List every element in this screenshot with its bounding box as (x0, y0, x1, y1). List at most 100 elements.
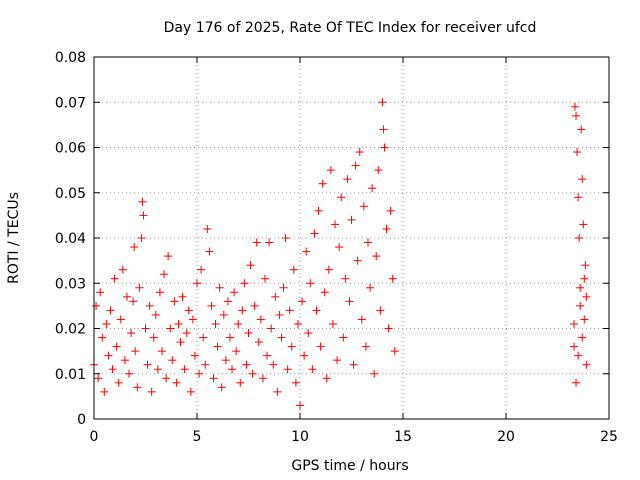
data-point (376, 306, 385, 315)
data-point (333, 356, 342, 365)
data-points (90, 98, 591, 410)
data-point (572, 111, 581, 120)
data-point (260, 274, 269, 283)
data-point (182, 329, 191, 338)
data-point (110, 274, 119, 283)
data-point (145, 301, 154, 310)
x-tick-label: 0 (90, 429, 99, 445)
data-point (331, 220, 340, 229)
data-point (230, 288, 239, 297)
data-point (318, 179, 327, 188)
data-point (341, 274, 350, 283)
data-point (379, 125, 388, 134)
data-point (574, 351, 583, 360)
data-point (572, 378, 581, 387)
x-tick-label: 25 (600, 429, 618, 445)
data-point (355, 148, 364, 157)
data-point (153, 365, 162, 374)
data-point (211, 319, 220, 328)
data-point (576, 283, 585, 292)
data-point (162, 374, 171, 383)
y-axis-label: ROTI / TECUs (6, 192, 22, 284)
y-tick-label: 0 (77, 412, 86, 428)
data-point (256, 315, 265, 324)
data-point (160, 270, 169, 279)
data-point (351, 161, 360, 170)
y-tick-label: 0.01 (55, 367, 86, 383)
data-point (116, 315, 125, 324)
data-point (232, 347, 241, 356)
data-point (215, 283, 224, 292)
data-point (112, 342, 121, 351)
data-point (197, 265, 206, 274)
data-point (337, 193, 346, 202)
data-point (271, 292, 280, 301)
x-axis-label: GPS time / hours (291, 458, 408, 474)
data-point (363, 238, 372, 247)
y-tick-label: 0.08 (55, 50, 86, 66)
data-point (322, 374, 331, 383)
data-point (289, 265, 298, 274)
data-point (582, 292, 591, 301)
data-point (246, 261, 255, 270)
data-point (102, 319, 111, 328)
data-point (302, 247, 311, 256)
data-point (254, 338, 263, 347)
data-point (129, 297, 138, 306)
data-point (576, 301, 585, 310)
data-point (316, 342, 325, 351)
data-point (382, 224, 391, 233)
data-point (287, 342, 296, 351)
data-point (205, 247, 214, 256)
y-tick-label: 0.04 (55, 231, 86, 247)
data-point (100, 387, 109, 396)
data-point (164, 252, 173, 261)
data-point (308, 365, 317, 374)
data-point (135, 283, 144, 292)
data-point (374, 166, 383, 175)
data-point (345, 297, 354, 306)
data-point (580, 274, 589, 283)
data-point (269, 360, 278, 369)
y-tick-label: 0.02 (55, 322, 86, 338)
data-point (291, 378, 300, 387)
data-point (180, 365, 189, 374)
data-point (193, 279, 201, 288)
data-point (141, 324, 150, 333)
data-point (114, 378, 123, 387)
data-point (359, 202, 368, 211)
data-point (106, 306, 115, 315)
data-point (273, 387, 282, 396)
data-point (166, 324, 175, 333)
data-point (219, 310, 228, 319)
data-point (184, 306, 193, 315)
data-point (248, 369, 257, 378)
data-point (149, 333, 158, 342)
data-point (174, 319, 183, 328)
data-point (120, 356, 129, 365)
data-point (328, 319, 337, 328)
x-tick-label: 10 (291, 429, 309, 445)
data-point (285, 306, 294, 315)
x-tick-label: 5 (193, 429, 202, 445)
plot-frame (93, 56, 610, 420)
grid (94, 57, 609, 419)
data-point (118, 265, 127, 274)
data-point (580, 315, 589, 324)
data-point (168, 356, 177, 365)
data-point (335, 243, 344, 252)
data-point (238, 306, 247, 315)
data-point (293, 319, 302, 328)
axis-ticks: 0 0.01 0.02 0.03 0.04 0.05 0.06 0.07 0.08 0 5 10 15 2… (55, 50, 618, 445)
data-point (258, 374, 267, 383)
data-point (281, 234, 290, 242)
data-point (234, 319, 243, 328)
data-point (122, 292, 131, 301)
data-point (151, 310, 160, 319)
data-point (347, 215, 356, 224)
data-point (388, 274, 397, 283)
y-tick-label: 0.05 (55, 186, 86, 202)
data-point (188, 315, 197, 324)
data-point (267, 324, 276, 333)
